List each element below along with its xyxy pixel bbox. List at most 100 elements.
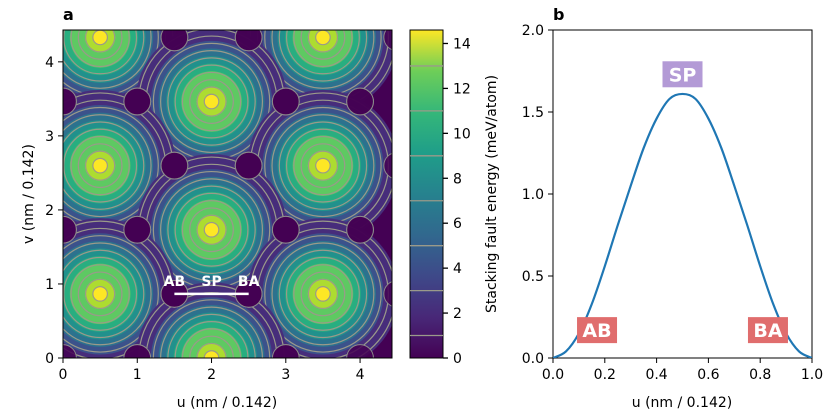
contour-line	[63, 256, 138, 331]
annotation-box	[577, 317, 618, 344]
contour-line	[285, 30, 360, 75]
contour-line	[271, 114, 375, 218]
panel-b-label: b	[553, 5, 564, 24]
contour-line	[300, 143, 346, 189]
contour-line	[167, 57, 256, 146]
colorbar-tick-label: 4	[453, 261, 462, 277]
contour-line	[271, 242, 375, 346]
contour-line	[196, 86, 227, 117]
contour-line	[278, 121, 368, 210]
contour-line	[77, 143, 123, 189]
colorbar-tick-label: 12	[453, 81, 471, 97]
contour-line	[315, 286, 331, 302]
contour-line	[278, 249, 368, 339]
contour-line	[315, 157, 331, 174]
x-tick-label: 2	[207, 367, 216, 383]
contour-line	[293, 135, 353, 196]
contour-line	[63, 121, 145, 210]
colorbar-tick-label: 2	[453, 306, 462, 322]
colorbar-tick-label: 6	[453, 216, 462, 232]
contour-line	[189, 79, 234, 124]
path-label-sp: SP	[201, 274, 221, 290]
contour-line	[63, 30, 138, 75]
contour-line	[285, 256, 360, 331]
colorbar-label: Stacking fault energy (meV/atom)	[484, 75, 500, 313]
contour-line	[174, 192, 249, 267]
contour-line	[196, 342, 227, 358]
contour-line	[138, 284, 285, 358]
energy-minimum	[160, 151, 189, 180]
energy-peak	[135, 30, 288, 178]
path-label-ab: AB	[164, 274, 186, 290]
peak-fill	[203, 222, 220, 238]
annotation-text: SP	[669, 64, 697, 86]
contour-line	[63, 30, 152, 89]
annotation-box	[662, 61, 703, 88]
colorbar: 0 2 4 6 8 10 12 14 Stacking fault energy (meV/a…	[409, 29, 500, 367]
colorbar-frame	[409, 29, 444, 359]
contour-line	[63, 235, 159, 353]
energy-minimum	[234, 30, 263, 52]
peak-fill	[92, 286, 108, 302]
annotation-text: AB	[582, 320, 611, 342]
line-x-axis-label: u (nm / 0.142)	[632, 395, 732, 411]
contour-line	[285, 128, 360, 203]
energy-minimum	[123, 87, 152, 116]
energy-curve-line	[553, 92, 812, 358]
colorbar-tick-label: 10	[453, 126, 471, 142]
contour-line	[307, 150, 339, 181]
contour-line	[196, 214, 227, 245]
x-tick-label: 0.8	[749, 367, 771, 383]
energy-minimum	[63, 87, 77, 116]
energy-peak	[247, 218, 392, 358]
energy-minimum	[123, 215, 152, 244]
contour-line	[70, 135, 130, 196]
contour-line	[63, 249, 145, 339]
x-tick-label: 0.0	[542, 367, 564, 383]
energy-minimum	[63, 215, 77, 244]
contour-line	[307, 278, 339, 310]
contour-line	[293, 264, 353, 324]
contour-line	[307, 30, 339, 53]
y-tick-label: 2	[45, 203, 54, 219]
x-tick-label: 0	[59, 367, 68, 383]
contour-line	[63, 30, 145, 82]
x-tick-label: 3	[281, 367, 290, 383]
colorbar-tick-label: 14	[453, 36, 471, 52]
line-panel: 0.0 0.2 0.4 0.6 0.8 1.0 0.0 0.5 1.0 1.5 2.0 SP AB BA…	[522, 23, 823, 411]
energy-minimum	[271, 215, 300, 244]
contour-line	[167, 185, 256, 274]
contour-line	[264, 235, 382, 353]
energy-minimum	[271, 87, 300, 116]
y-tick-label: 1.0	[522, 187, 544, 203]
contour-line	[77, 271, 123, 317]
energy-minimum	[346, 215, 374, 244]
contour-line	[174, 321, 249, 358]
contour-line	[167, 313, 256, 358]
energy-minimum	[234, 151, 263, 180]
contour-line	[63, 242, 152, 346]
energy-minimum	[383, 152, 392, 179]
y-tick-label: 1.5	[522, 105, 544, 121]
panel-a-label: a	[63, 5, 74, 24]
contour-line	[84, 278, 116, 310]
energy-minimum	[346, 87, 374, 116]
annotation-ab: AB	[577, 317, 618, 344]
contour-line	[63, 114, 152, 218]
contour-line	[278, 30, 368, 82]
contour-line	[174, 64, 249, 139]
contour-line	[70, 30, 130, 68]
annotation-text: BA	[753, 320, 782, 342]
y-tick-label: 0.0	[522, 351, 544, 367]
contour-line	[63, 128, 138, 203]
annotation-ba: BA	[747, 317, 788, 344]
contour-line	[92, 286, 109, 302]
colorbar-tick-label: 0	[453, 351, 462, 367]
contour-line	[293, 30, 353, 68]
contour-line	[160, 178, 264, 282]
peak-fill	[315, 30, 331, 45]
annotation-sp: SP	[662, 61, 703, 88]
energy-minimum	[383, 281, 392, 307]
y-tick-label: 1	[45, 277, 54, 293]
peak-fill	[315, 158, 331, 174]
